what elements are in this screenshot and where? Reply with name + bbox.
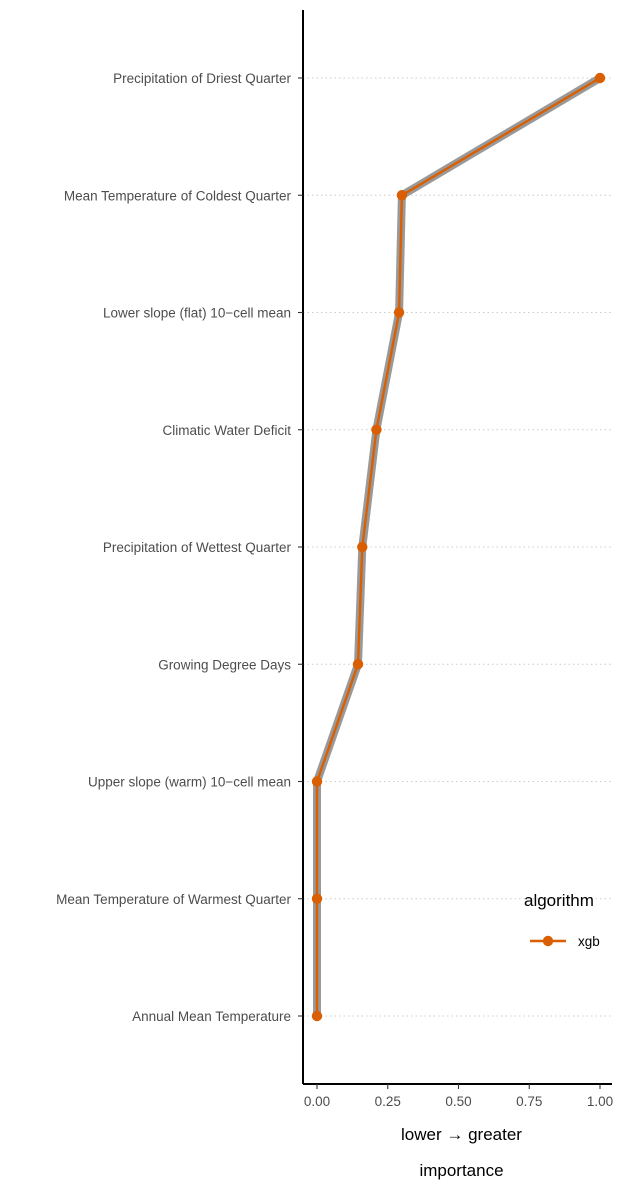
data-point bbox=[311, 893, 323, 904]
y-tick-label: Annual Mean Temperature bbox=[132, 1009, 291, 1024]
x-axis-title-line1: lower → greater bbox=[401, 1125, 522, 1144]
grid-lines bbox=[303, 77, 612, 1017]
data-point bbox=[371, 424, 382, 435]
y-tick-label: Climatic Water Deficit bbox=[162, 423, 291, 438]
x-axis-title-line2: importance bbox=[419, 1161, 503, 1180]
y-tick-labels: Precipitation of Driest Quarter Mean Temp… bbox=[56, 71, 303, 1024]
x-tick-labels: 0.00 0.25 0.50 0.75 1.00 bbox=[304, 1084, 613, 1109]
y-tick-label: Lower slope (flat) 10−cell mean bbox=[103, 306, 291, 321]
data-point bbox=[357, 541, 368, 553]
y-tick-label: Mean Temperature of Warmest Quarter bbox=[56, 892, 291, 907]
y-tick-label: Precipitation of Wettest Quarter bbox=[103, 540, 292, 555]
data-point bbox=[352, 659, 364, 670]
y-tick-label: Precipitation of Driest Quarter bbox=[113, 71, 291, 86]
data-point bbox=[393, 307, 405, 318]
x-tick-label: 0.75 bbox=[516, 1094, 542, 1109]
x-tick-label: 1.00 bbox=[587, 1094, 613, 1109]
data-point bbox=[396, 190, 408, 201]
y-tick-label: Growing Degree Days bbox=[158, 657, 291, 672]
legend-label-xgb: xgb bbox=[578, 934, 600, 949]
legend-key-point bbox=[542, 935, 554, 947]
series-xgb bbox=[311, 72, 606, 1022]
x-tick-label: 0.50 bbox=[445, 1094, 471, 1109]
legend: algorithm xgb bbox=[524, 891, 600, 949]
x-tick-label: 0.00 bbox=[304, 1094, 330, 1109]
y-tick-label: Upper slope (warm) 10−cell mean bbox=[88, 775, 291, 790]
x-tick-label: 0.25 bbox=[375, 1094, 401, 1109]
data-point bbox=[594, 72, 606, 84]
y-tick-label: Mean Temperature of Coldest Quarter bbox=[64, 188, 292, 203]
legend-title: algorithm bbox=[524, 891, 594, 910]
data-point bbox=[311, 776, 323, 787]
data-point bbox=[311, 1010, 323, 1022]
